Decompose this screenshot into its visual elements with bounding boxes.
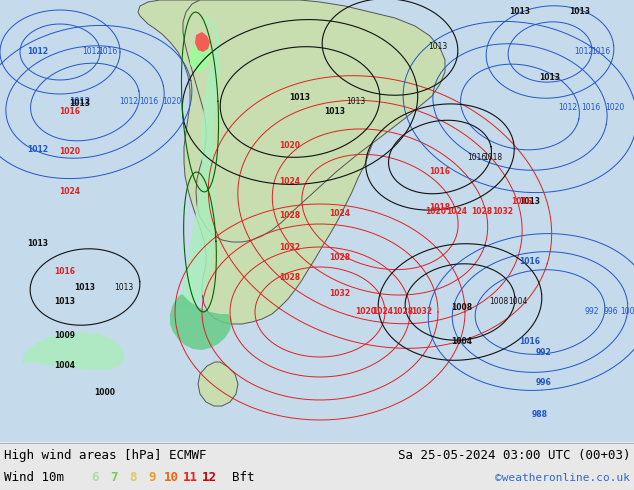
Text: 1013: 1013 — [114, 283, 133, 292]
Text: 992: 992 — [536, 347, 552, 357]
Text: 1024: 1024 — [373, 308, 394, 317]
Text: 1032: 1032 — [330, 290, 351, 298]
Text: 1032: 1032 — [492, 207, 513, 217]
Text: 1018: 1018 — [429, 202, 451, 212]
Text: 1013: 1013 — [540, 73, 560, 81]
Text: 1004: 1004 — [451, 338, 472, 346]
Text: 1016: 1016 — [512, 197, 533, 206]
Text: 1016: 1016 — [519, 258, 541, 267]
Text: 1013: 1013 — [519, 197, 541, 206]
Text: 1028: 1028 — [392, 308, 413, 317]
Text: 1032: 1032 — [280, 243, 301, 251]
Text: Wind 10m: Wind 10m — [4, 471, 64, 484]
Polygon shape — [138, 0, 392, 324]
Text: Sa 25-05-2024 03:00 UTC (00+03): Sa 25-05-2024 03:00 UTC (00+03) — [398, 449, 630, 462]
Text: 1024: 1024 — [446, 207, 467, 217]
Text: 1013: 1013 — [70, 99, 91, 108]
Text: 1012: 1012 — [574, 48, 593, 56]
Polygon shape — [198, 362, 238, 406]
Polygon shape — [22, 332, 125, 370]
Text: 1024: 1024 — [60, 188, 81, 196]
Text: 1012: 1012 — [70, 98, 91, 106]
Text: 1000: 1000 — [94, 388, 115, 396]
Polygon shape — [195, 32, 210, 52]
Text: 1028: 1028 — [280, 272, 301, 281]
Text: 1008: 1008 — [489, 297, 508, 307]
Text: ©weatheronline.co.uk: ©weatheronline.co.uk — [495, 472, 630, 483]
Text: 1012: 1012 — [27, 146, 48, 154]
Text: 8: 8 — [129, 471, 137, 484]
Text: 1012: 1012 — [559, 102, 578, 112]
Text: 6: 6 — [91, 471, 99, 484]
Text: 1032: 1032 — [411, 308, 432, 317]
Text: 1016: 1016 — [139, 98, 158, 106]
Text: 1016: 1016 — [592, 48, 611, 56]
Text: 1018: 1018 — [483, 152, 502, 162]
Text: 1016: 1016 — [98, 48, 118, 56]
Text: High wind areas [hPa] ECMWF: High wind areas [hPa] ECMWF — [4, 449, 207, 462]
Text: 11: 11 — [183, 471, 198, 484]
Text: 1013: 1013 — [510, 7, 531, 17]
Polygon shape — [190, 42, 212, 72]
Text: 1024: 1024 — [330, 210, 351, 219]
Text: 1020: 1020 — [162, 98, 181, 106]
Text: 1012: 1012 — [82, 48, 101, 56]
Polygon shape — [183, 0, 445, 242]
Text: 1013: 1013 — [569, 7, 590, 17]
Text: 1016: 1016 — [581, 102, 600, 112]
Text: 1016: 1016 — [55, 268, 75, 276]
Text: 7: 7 — [110, 471, 118, 484]
Text: 9: 9 — [148, 471, 156, 484]
Text: 1016: 1016 — [467, 152, 486, 162]
Text: 1013: 1013 — [75, 283, 96, 292]
Text: 1013: 1013 — [346, 98, 366, 106]
Text: 988: 988 — [532, 410, 548, 418]
Text: 1013: 1013 — [27, 240, 48, 248]
Text: 10: 10 — [164, 471, 179, 484]
Text: 1024: 1024 — [280, 177, 301, 187]
Text: 1012: 1012 — [119, 98, 139, 106]
Text: Bft: Bft — [232, 471, 254, 484]
Text: 1028: 1028 — [280, 212, 301, 220]
Text: 1020: 1020 — [60, 147, 81, 156]
Text: 12: 12 — [202, 471, 216, 484]
Text: 1020: 1020 — [425, 207, 446, 217]
Polygon shape — [170, 294, 232, 350]
Text: 1028: 1028 — [330, 252, 351, 262]
Text: 996: 996 — [603, 308, 618, 317]
Text: 1020: 1020 — [355, 308, 376, 317]
Text: 1028: 1028 — [471, 207, 492, 217]
Text: 1016: 1016 — [519, 338, 541, 346]
Text: 1004: 1004 — [55, 361, 75, 369]
Text: 1000: 1000 — [620, 308, 634, 317]
Text: 996: 996 — [536, 377, 552, 387]
Text: 1016: 1016 — [60, 107, 81, 117]
Text: 1020: 1020 — [605, 102, 624, 112]
Text: 1009: 1009 — [55, 330, 75, 340]
Text: 992: 992 — [585, 308, 599, 317]
Text: 1012: 1012 — [27, 48, 48, 56]
Text: 1004: 1004 — [508, 297, 527, 307]
Text: 1013: 1013 — [55, 297, 75, 307]
Text: 1013: 1013 — [428, 43, 447, 51]
Text: 1008: 1008 — [451, 302, 472, 312]
Text: 1013: 1013 — [325, 107, 346, 117]
Text: 1016: 1016 — [429, 168, 451, 176]
Text: 1013: 1013 — [290, 93, 311, 101]
Text: 1020: 1020 — [280, 142, 301, 150]
Polygon shape — [178, 18, 220, 310]
